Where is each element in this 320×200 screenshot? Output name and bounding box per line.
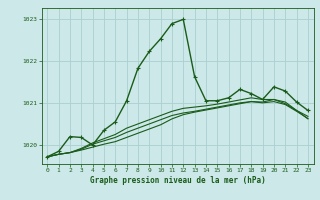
X-axis label: Graphe pression niveau de la mer (hPa): Graphe pression niveau de la mer (hPa): [90, 176, 266, 185]
